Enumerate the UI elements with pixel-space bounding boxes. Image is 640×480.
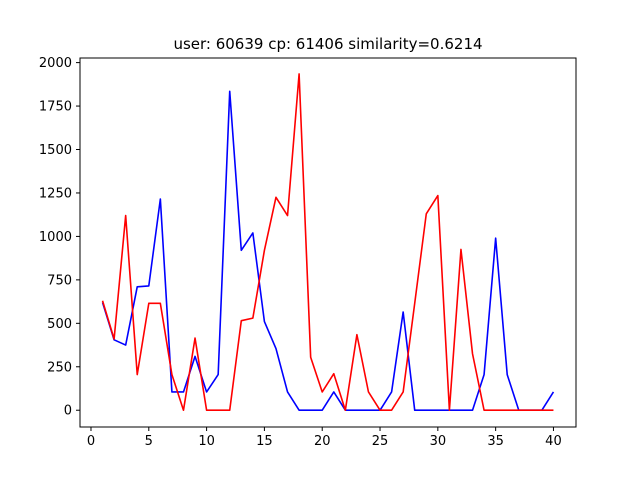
y-tick-label: 500: [47, 317, 72, 332]
x-tick-label: 40: [545, 434, 562, 449]
y-tick-label: 1750: [39, 100, 72, 115]
x-tick-label: 15: [256, 434, 273, 449]
x-tick-label: 10: [198, 434, 215, 449]
y-tick-label: 1500: [39, 143, 72, 158]
plot-frame: [79, 57, 577, 428]
y-tick-label: 2000: [39, 56, 72, 71]
x-tick-label: 20: [314, 434, 331, 449]
x-tick-label: 30: [430, 434, 447, 449]
y-tick-label: 1000: [39, 230, 72, 245]
series-line-2: [101, 73, 554, 412]
y-tick-label: 0: [64, 404, 72, 419]
y-tick-label: 750: [47, 273, 72, 288]
y-tick-label: 1250: [39, 186, 72, 201]
x-tick-label: 35: [487, 434, 504, 449]
x-tick-label: 5: [145, 434, 153, 449]
x-tick-label: 25: [372, 434, 389, 449]
y-tick-label: 250: [47, 360, 72, 375]
x-axis: 0 5 10 15 20 25 30 35 40: [87, 427, 562, 449]
series-layer: [101, 73, 555, 412]
y-axis: 0 250 500 750 1000 1250 1500 1750 2000: [39, 56, 80, 419]
x-tick-label: 0: [87, 434, 95, 449]
chart-title: user: 60639 cp: 61406 similarity=0.6214: [173, 35, 482, 53]
